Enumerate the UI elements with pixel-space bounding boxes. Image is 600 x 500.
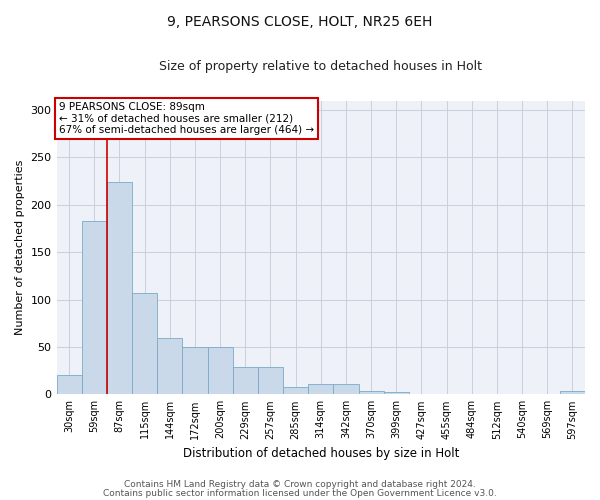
Bar xyxy=(334,384,359,394)
Bar xyxy=(56,376,82,394)
Bar xyxy=(359,390,383,394)
Bar xyxy=(182,347,208,395)
Y-axis label: Number of detached properties: Number of detached properties xyxy=(15,160,25,335)
Text: 9, PEARSONS CLOSE, HOLT, NR25 6EH: 9, PEARSONS CLOSE, HOLT, NR25 6EH xyxy=(167,15,433,29)
Bar xyxy=(258,367,283,394)
X-axis label: Distribution of detached houses by size in Holt: Distribution of detached houses by size … xyxy=(182,447,459,460)
Bar xyxy=(82,221,107,394)
Bar xyxy=(383,392,409,394)
Text: 9 PEARSONS CLOSE: 89sqm
← 31% of detached houses are smaller (212)
67% of semi-d: 9 PEARSONS CLOSE: 89sqm ← 31% of detache… xyxy=(59,102,314,135)
Bar xyxy=(560,392,585,394)
Bar xyxy=(233,367,258,394)
Bar xyxy=(283,386,308,394)
Text: Contains public sector information licensed under the Open Government Licence v3: Contains public sector information licen… xyxy=(103,489,497,498)
Text: Contains HM Land Registry data © Crown copyright and database right 2024.: Contains HM Land Registry data © Crown c… xyxy=(124,480,476,489)
Bar xyxy=(208,347,233,395)
Bar xyxy=(308,384,334,394)
Title: Size of property relative to detached houses in Holt: Size of property relative to detached ho… xyxy=(159,60,482,73)
Bar xyxy=(107,182,132,394)
Bar xyxy=(132,293,157,394)
Bar xyxy=(157,338,182,394)
